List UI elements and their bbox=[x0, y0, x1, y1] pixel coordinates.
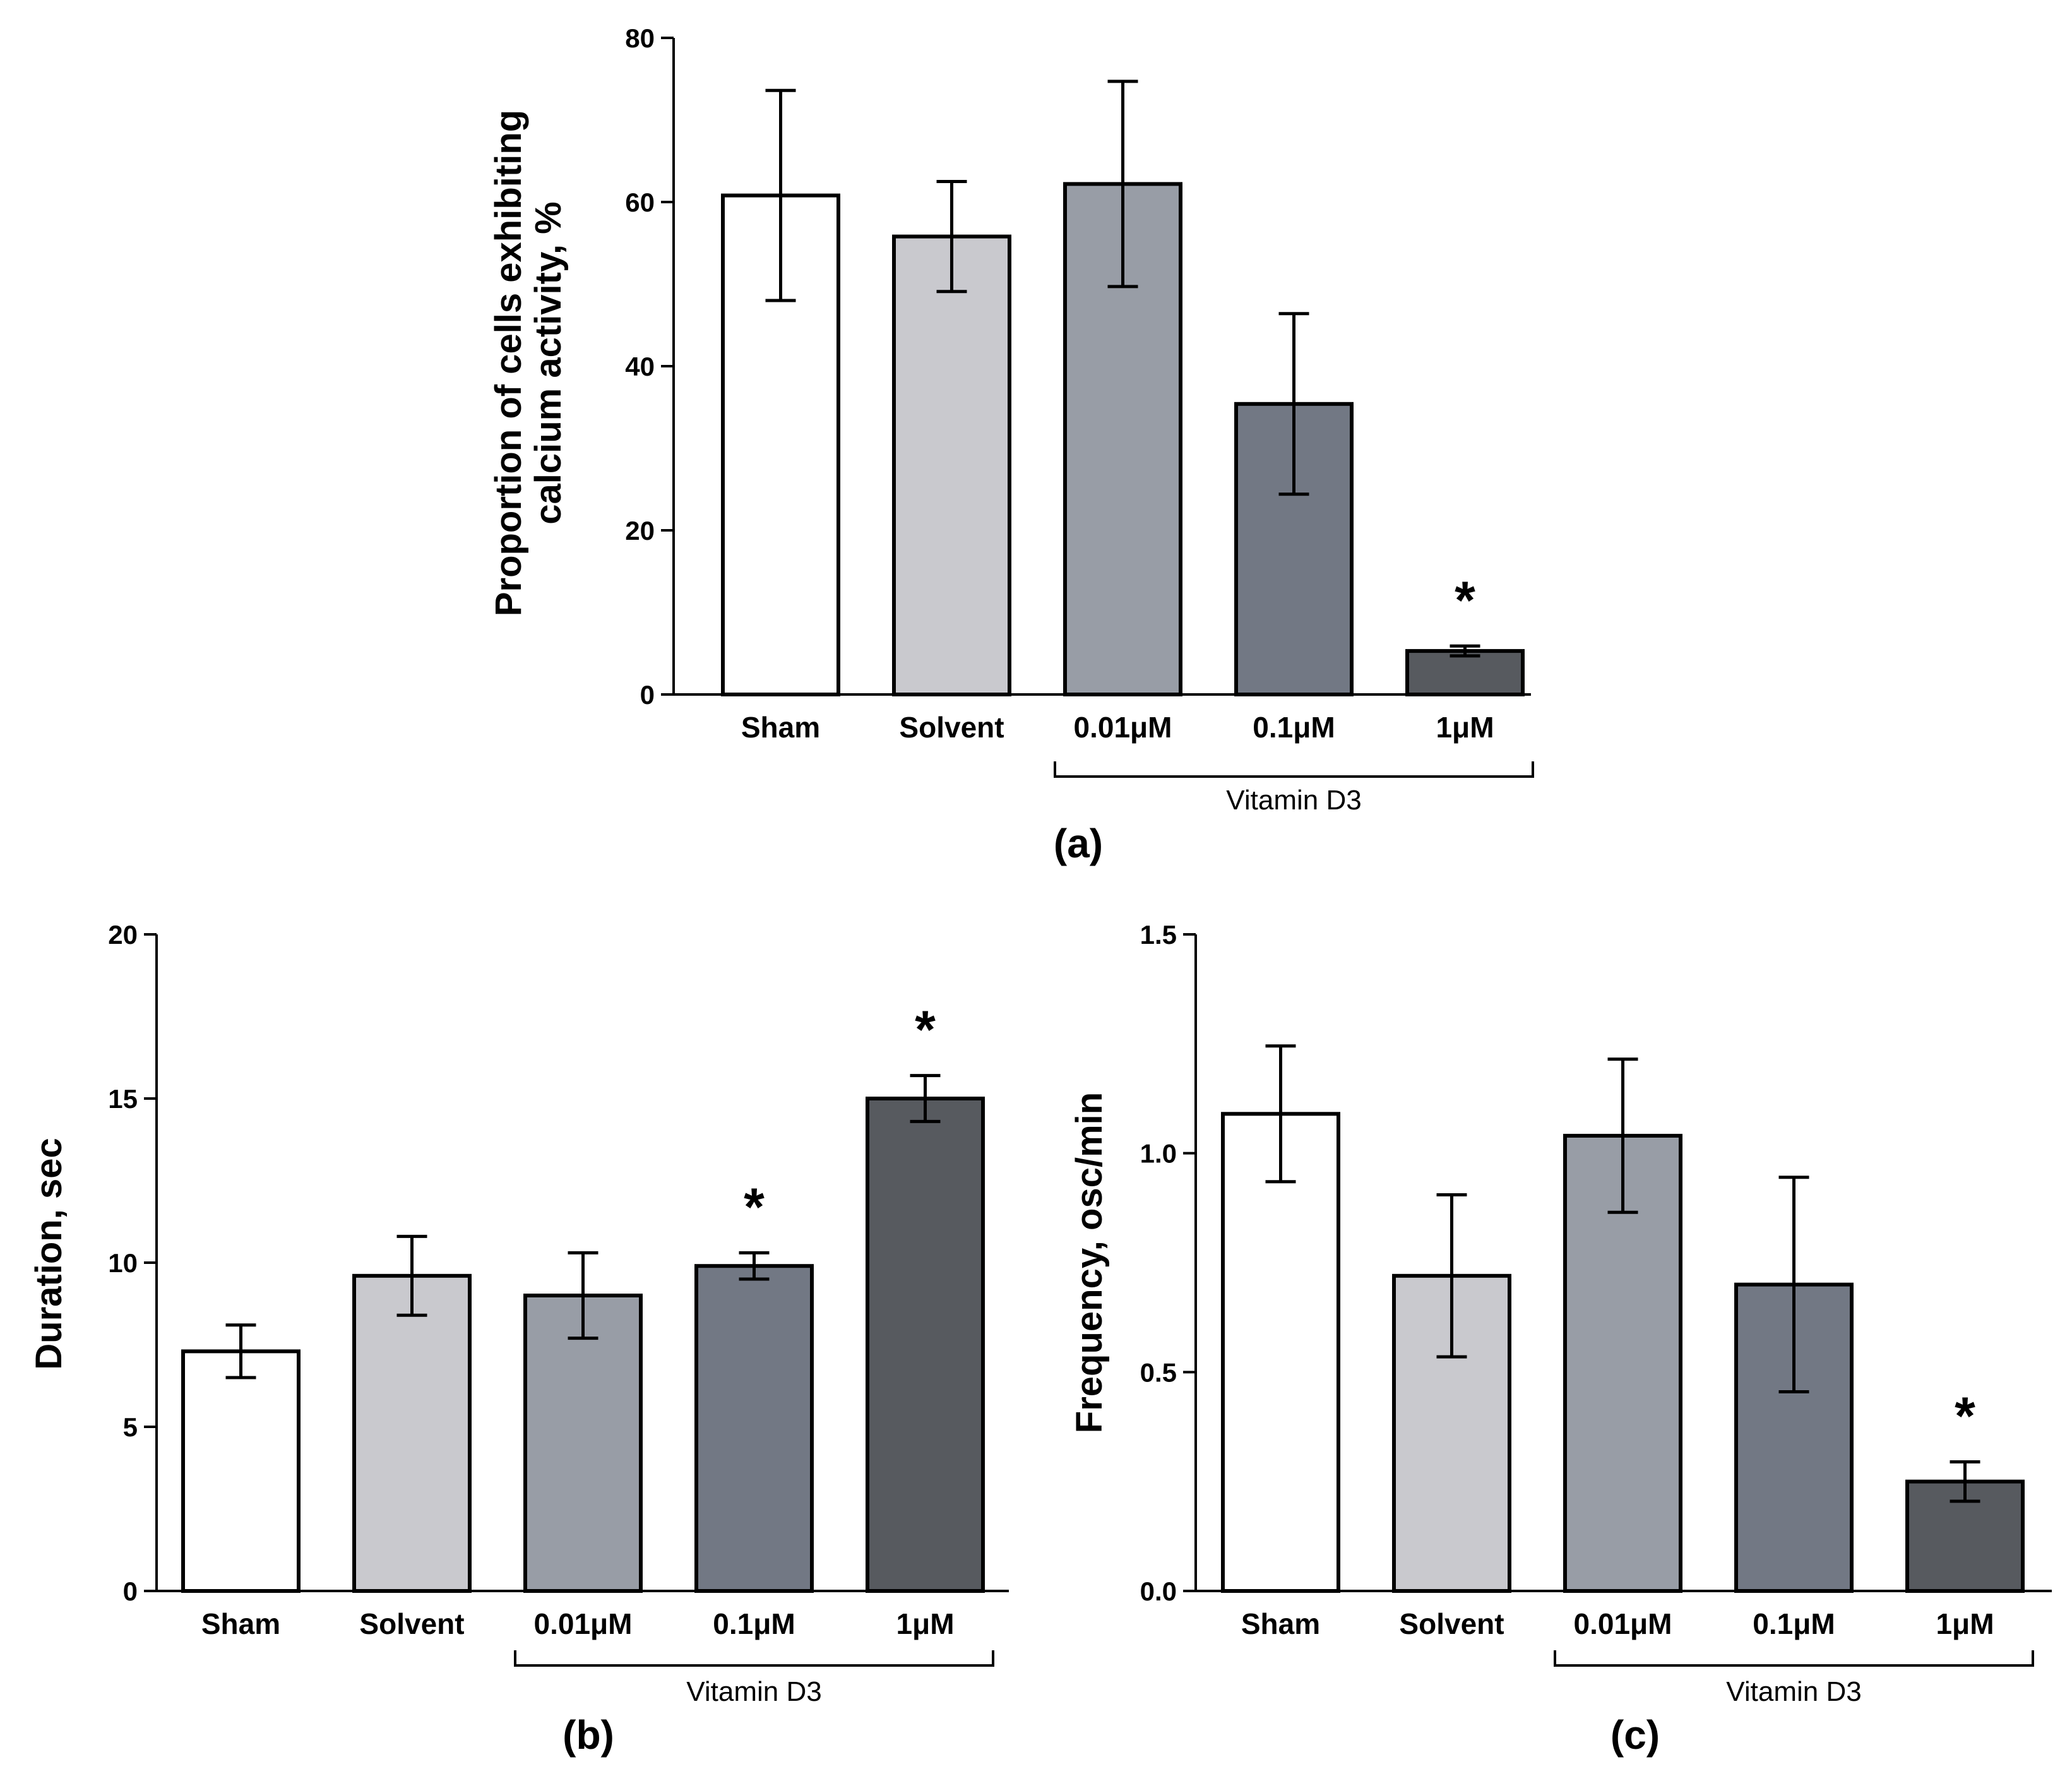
group-bracket bbox=[1054, 761, 1534, 778]
significance-marker: * bbox=[744, 1177, 765, 1236]
panel-label: (c) bbox=[1611, 1712, 1660, 1758]
y-tick-label: 1.5 bbox=[1140, 920, 1177, 950]
y-tick-label: 60 bbox=[625, 188, 655, 217]
bar-1μM bbox=[1405, 649, 1525, 696]
x-category-label: 0.01μM bbox=[1574, 1607, 1672, 1640]
bar-Sham bbox=[181, 1349, 301, 1593]
y-tick-label: 0 bbox=[123, 1576, 138, 1606]
x-category-label: Sham bbox=[201, 1607, 280, 1640]
bar-1μM bbox=[866, 1097, 985, 1593]
y-tick-label: 0.0 bbox=[1140, 1576, 1177, 1606]
x-category-label: Solvent bbox=[359, 1607, 464, 1640]
x-category-label: 0.1μM bbox=[1253, 711, 1335, 744]
x-category-label: Solvent bbox=[899, 711, 1004, 744]
panel-label: (a) bbox=[1054, 821, 1103, 866]
panel-label: (b) bbox=[563, 1712, 614, 1758]
group-label: Vitamin D3 bbox=[1226, 785, 1361, 816]
x-category-label: 1μM bbox=[1936, 1607, 1994, 1640]
y-tick-label: 5 bbox=[123, 1412, 138, 1442]
y-axis-title: calcium activity, % bbox=[528, 201, 569, 525]
y-tick-label: 0.5 bbox=[1140, 1357, 1177, 1387]
x-category-label: 0.01μM bbox=[534, 1607, 633, 1640]
chart-panel-c: Frequency, osc/min 0.0 0.5 1.0 1.5 Sham Solven… bbox=[1069, 920, 2052, 1758]
y-tick-label: 20 bbox=[625, 516, 655, 545]
bar-0.01μM bbox=[1063, 182, 1182, 696]
x-category-label: 1μM bbox=[1436, 711, 1494, 744]
group-bracket bbox=[514, 1650, 994, 1667]
bar-0.1μM bbox=[1234, 402, 1354, 696]
x-category-label: Sham bbox=[741, 711, 820, 744]
group-label: Vitamin D3 bbox=[1726, 1676, 1861, 1707]
x-category-label: 0.1μM bbox=[713, 1607, 795, 1640]
y-tick-label: 1.0 bbox=[1140, 1139, 1177, 1169]
y-tick-label: 15 bbox=[108, 1084, 138, 1114]
y-tick-label: 40 bbox=[625, 352, 655, 381]
x-category-label: 0.01μM bbox=[1074, 711, 1172, 744]
group-bracket bbox=[1554, 1650, 2034, 1667]
y-tick-label: 0 bbox=[640, 680, 655, 710]
significance-marker: * bbox=[915, 1000, 936, 1059]
chart-panel-b: Duration, sec 0 5 10 15 20 Sham Solvent 0.01μM * 0… bbox=[28, 920, 1009, 1758]
bar-Solvent bbox=[892, 234, 1011, 697]
y-axis-title: Duration, sec bbox=[28, 1138, 69, 1369]
significance-marker: * bbox=[1455, 570, 1475, 629]
x-category-label: 0.1μM bbox=[1753, 1607, 1835, 1640]
bar-0.01μM bbox=[523, 1294, 643, 1593]
y-axis-title: Proportion of cells exhibiting bbox=[488, 110, 529, 616]
y-tick-label: 20 bbox=[108, 920, 138, 950]
y-tick-label: 10 bbox=[108, 1248, 138, 1278]
significance-marker: * bbox=[1955, 1386, 1975, 1445]
bar-Solvent bbox=[352, 1273, 472, 1593]
x-category-label: Solvent bbox=[1399, 1607, 1504, 1640]
bar-0.1μM bbox=[694, 1264, 814, 1593]
y-tick-label: 80 bbox=[625, 23, 655, 53]
x-category-label: Sham bbox=[1241, 1607, 1320, 1640]
x-category-label: 1μM bbox=[896, 1607, 954, 1640]
bar-Sham bbox=[1221, 1112, 1340, 1593]
group-label: Vitamin D3 bbox=[686, 1676, 821, 1707]
y-axis-title: Frequency, osc/min bbox=[1069, 1092, 1110, 1433]
